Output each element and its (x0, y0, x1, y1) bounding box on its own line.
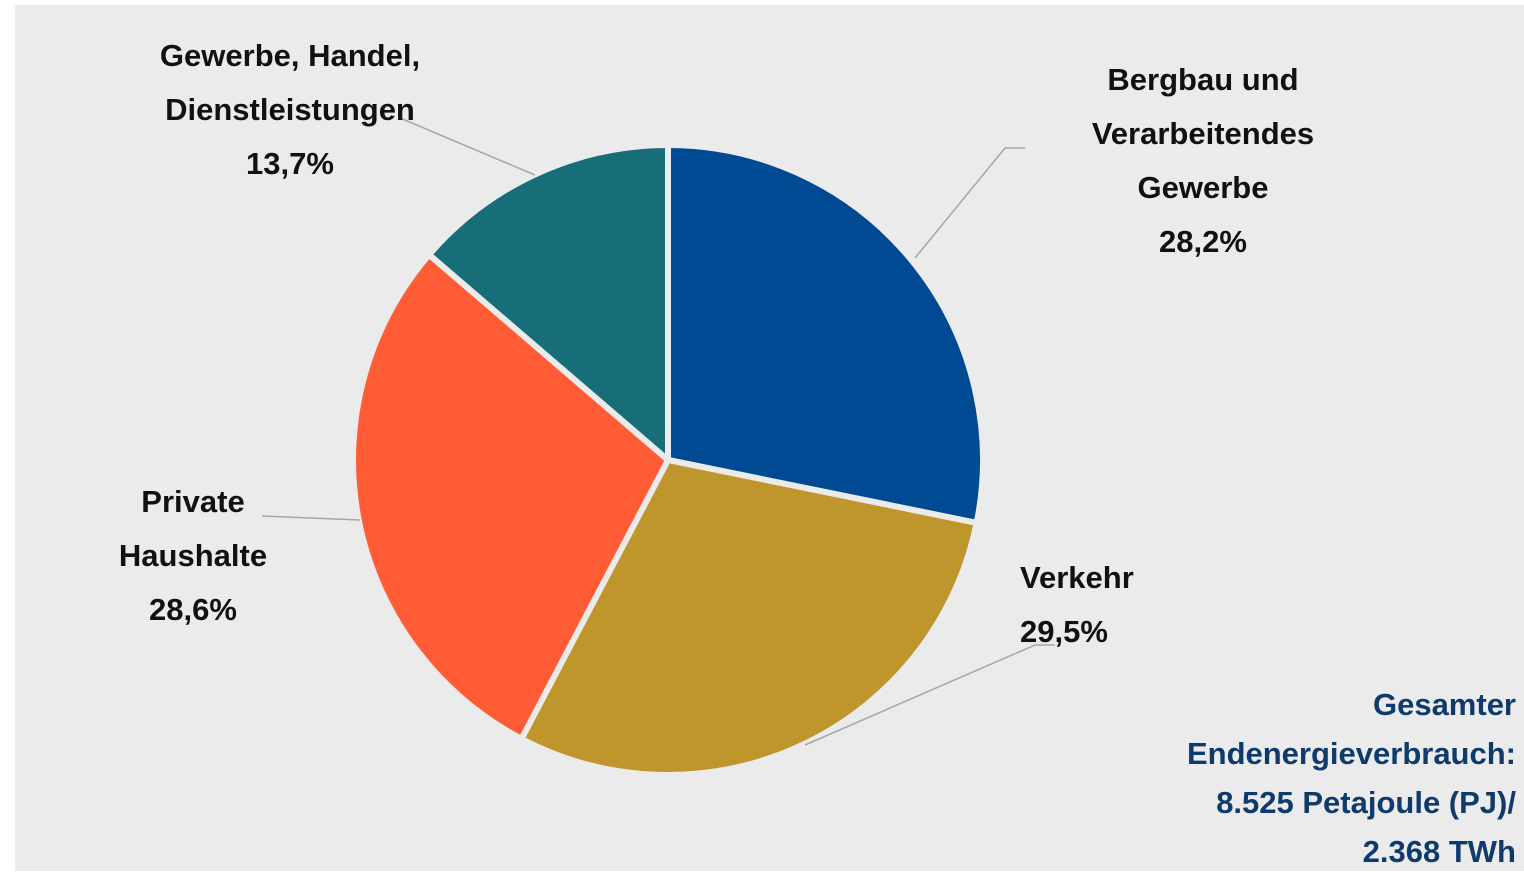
leader-line (804, 644, 1055, 746)
leader-line (261, 515, 361, 521)
pie-slice (350, 251, 671, 742)
pie-slice (426, 142, 671, 463)
slice-label: Bergbau und Verarbeitendes Gewerbe 28,2% (1053, 53, 1353, 269)
annotation-line: Endenergieverbrauch: (1186, 736, 1516, 771)
value-label: 13,7% (246, 146, 334, 181)
category-label: Gewerbe, Handel, Dienstleistungen (159, 38, 421, 127)
value-label: 28,2% (1159, 224, 1247, 259)
category-label: Verkehr (1020, 560, 1134, 595)
category-label: Private Haushalte (118, 484, 268, 573)
annotation: Gesamter Endenergieverbrauch: 8.525 Peta… (1187, 680, 1516, 875)
annotation-line: Gesamter (1372, 687, 1516, 722)
slice-label: Verkehr 29,5% (1020, 551, 1200, 659)
leader-line (399, 117, 536, 176)
leader-line (914, 147, 1025, 259)
annotation-line: 2.368 TWh (1362, 834, 1516, 869)
value-label: 28,6% (149, 592, 237, 627)
annotation-line: 8.525 Petajoule (PJ)/ (1216, 785, 1516, 820)
slice-label: Gewerbe, Handel, Dienstleistungen 13,7% (110, 29, 470, 191)
category-label: Bergbau und Verarbeitendes Gewerbe (1091, 62, 1315, 205)
pie-slice (518, 457, 980, 778)
pie-slice (665, 142, 986, 526)
slice-label: Private Haushalte 28,6% (93, 475, 293, 637)
value-label: 29,5% (1020, 614, 1108, 649)
